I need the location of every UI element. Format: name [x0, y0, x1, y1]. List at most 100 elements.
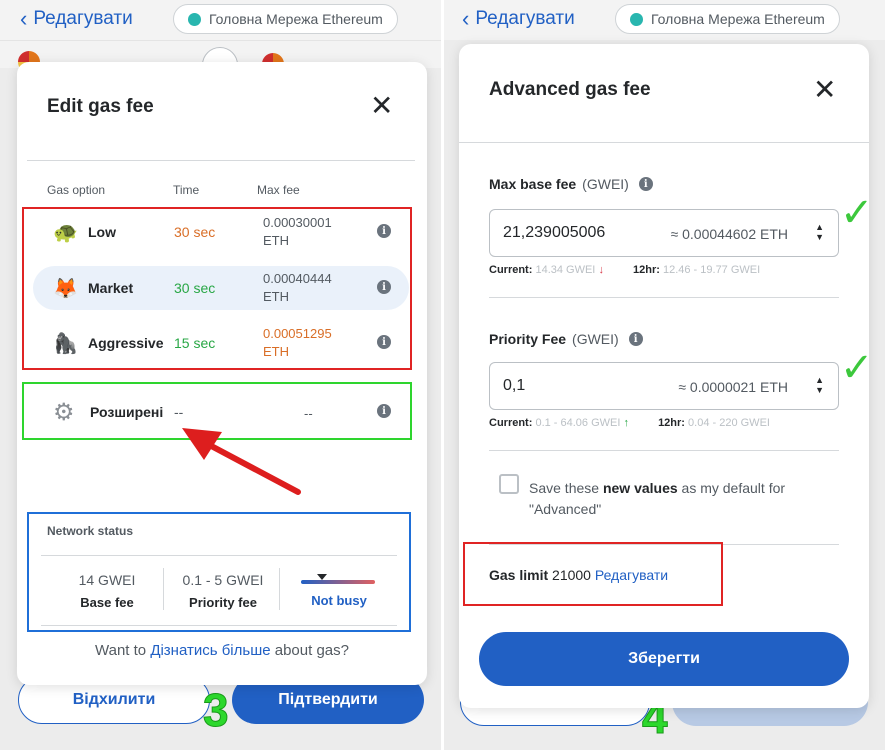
priority-fee-value: 0,1: [503, 377, 526, 394]
gas-option-market[interactable]: 🦊 Market 30 sec 0.00040444 ETH i: [33, 266, 409, 310]
max-base-fee-converted: ≈ 0.00044602 ETH: [670, 226, 788, 242]
step-number: 3: [203, 684, 230, 737]
gas-limit-edit-link[interactable]: Редагувати: [594, 567, 669, 583]
info-icon[interactable]: i: [377, 335, 391, 349]
arrow-down-icon: ↓: [598, 264, 604, 276]
arrow-up-icon: ↑: [623, 417, 630, 429]
option-fee: --: [304, 406, 313, 421]
priority-fee-input[interactable]: 0,1 ≈ 0.0000021 ETH ▲ ▼: [489, 362, 839, 410]
check-mark-icon: ✓: [840, 345, 874, 391]
divider: [459, 142, 869, 143]
gorilla-icon: 🦍: [53, 332, 78, 355]
divider: [489, 297, 839, 298]
annotation-red-box: [22, 207, 412, 370]
column-header-max-fee: Max fee: [257, 183, 300, 197]
info-icon[interactable]: i: [377, 280, 391, 294]
priority-fee-label: Priority fee: [189, 595, 257, 610]
chevron-left-icon: ‹: [20, 6, 28, 31]
fox-icon: 🦊: [53, 277, 78, 300]
max-base-fee-stats: Current: 14.34 GWEI ↓ 12hr: 12.46 - 19.7…: [489, 264, 761, 276]
close-icon[interactable]: ✕: [370, 90, 394, 121]
gas-option-aggressive[interactable]: 🦍 Aggressive 15 sec 0.00051295 ETH i: [33, 321, 409, 365]
annotation-red-box: [463, 542, 723, 606]
divider-vertical: [163, 568, 164, 610]
priority-fee-unit: (GWEI): [572, 331, 619, 347]
chevron-left-icon: ‹: [462, 6, 470, 31]
priority-fee-label-row: Priority Fee (GWEI) i: [489, 331, 643, 347]
close-icon[interactable]: ✕: [813, 74, 837, 105]
priority-fee-stats: Current: 0.1 - 64.06 GWEI ↑ 12hr: 0.04 -…: [489, 417, 770, 429]
top-bar: ‹ Редагувати Головна Мережа Ethereum: [0, 0, 441, 40]
option-name: Aggressive: [88, 335, 164, 351]
divider: [489, 544, 839, 545]
option-time: 30 sec: [174, 224, 216, 240]
column-header-time: Time: [173, 183, 200, 197]
gas-option-advanced[interactable]: ⚙ Розширені -- -- i: [33, 390, 409, 434]
divider: [489, 450, 839, 451]
network-selector[interactable]: Головна Мережа Ethereum: [173, 4, 398, 34]
base-fee-value: 14 GWEI: [78, 572, 136, 588]
network-status-title: Network status: [47, 524, 134, 538]
option-name: Market: [88, 280, 134, 296]
info-icon[interactable]: i: [638, 177, 653, 191]
gear-icon: ⚙: [53, 398, 75, 426]
option-fee: 0.00051295 ETH: [263, 326, 332, 359]
priority-fee-block: 0.1 - 5 GWEI Priority fee: [165, 572, 281, 610]
info-icon[interactable]: i: [377, 224, 391, 238]
divider: [41, 555, 397, 556]
learn-more-line: Want to Дізнатись більше about gas?: [95, 642, 349, 659]
check-mark-icon: ✓: [840, 190, 874, 236]
priority-fee-label: Priority Fee: [489, 331, 567, 347]
option-time: --: [174, 404, 184, 420]
network-name: Головна Мережа Ethereum: [651, 11, 825, 27]
back-button[interactable]: ‹ Редагувати: [462, 8, 575, 30]
option-name: Розширені: [90, 404, 164, 420]
gas-limit-label: Gas limit: [489, 567, 549, 583]
max-base-fee-value: 21,239005006: [503, 224, 606, 241]
save-default-checkbox[interactable]: [499, 474, 519, 494]
annotation-arrow-icon: [182, 428, 301, 495]
max-base-fee-unit: (GWEI): [582, 176, 629, 192]
divider: [41, 625, 397, 626]
option-fee: 0.00040444 ETH: [263, 271, 332, 304]
max-base-fee-label: Max base fee: [489, 176, 577, 192]
gas-limit-value: 21000: [552, 567, 591, 583]
base-fee-block: 14 GWEI Base fee: [47, 572, 167, 610]
annotation-blue-box: [27, 512, 411, 632]
stepper-icon[interactable]: ▲ ▼: [815, 222, 824, 242]
save-default-label: Save these new values as my default for …: [529, 480, 786, 517]
divider-vertical: [279, 568, 280, 610]
busy-label: Not busy: [311, 593, 367, 608]
gas-option-low[interactable]: 🐢 Low 30 sec 0.00030001 ETH i: [33, 210, 409, 254]
network-dot-icon: [630, 12, 643, 26]
modal-title: Edit gas fee: [47, 96, 154, 117]
save-button[interactable]: Зберегти: [479, 632, 849, 686]
priority-fee-value: 0.1 - 5 GWEI: [182, 572, 264, 588]
back-button[interactable]: ‹ Редагувати: [20, 8, 133, 30]
info-icon[interactable]: i: [377, 404, 391, 418]
option-fee: 0.00030001 ETH: [263, 215, 332, 248]
advanced-gas-fee-modal: Advanced gas fee ✕ Max base fee (GWEI) i…: [459, 44, 869, 708]
modal-title: Advanced gas fee: [489, 79, 651, 100]
network-selector[interactable]: Головна Мережа Ethereum: [615, 4, 840, 34]
column-header-option: Gas option: [47, 183, 106, 197]
edit-gas-fee-modal: Edit gas fee ✕ Gas option Time Max fee 🐢…: [17, 62, 427, 685]
stepper-icon[interactable]: ▲ ▼: [815, 375, 824, 395]
info-icon[interactable]: i: [628, 332, 643, 346]
max-base-fee-input[interactable]: 21,239005006 ≈ 0.00044602 ETH ▲ ▼: [489, 209, 839, 257]
option-name: Low: [88, 224, 116, 240]
gauge-marker-icon: [317, 574, 327, 580]
learn-more-link[interactable]: Дізнатись більше: [150, 642, 271, 659]
back-label: Редагувати: [475, 8, 575, 29]
option-time: 30 sec: [174, 280, 216, 296]
turtle-icon: 🐢: [53, 221, 78, 244]
priority-fee-converted: ≈ 0.0000021 ETH: [678, 379, 788, 395]
top-bar: ‹ Редагувати Головна Мережа Ethereum: [444, 0, 885, 40]
option-time: 15 sec: [174, 335, 216, 351]
network-dot-icon: [188, 12, 201, 26]
busy-gauge: [301, 580, 375, 584]
gas-limit-row: Gas limit 21000 Редагувати: [489, 567, 668, 583]
max-base-fee-label-row: Max base fee (GWEI) i: [489, 176, 653, 192]
network-name: Головна Мережа Ethereum: [209, 11, 383, 27]
